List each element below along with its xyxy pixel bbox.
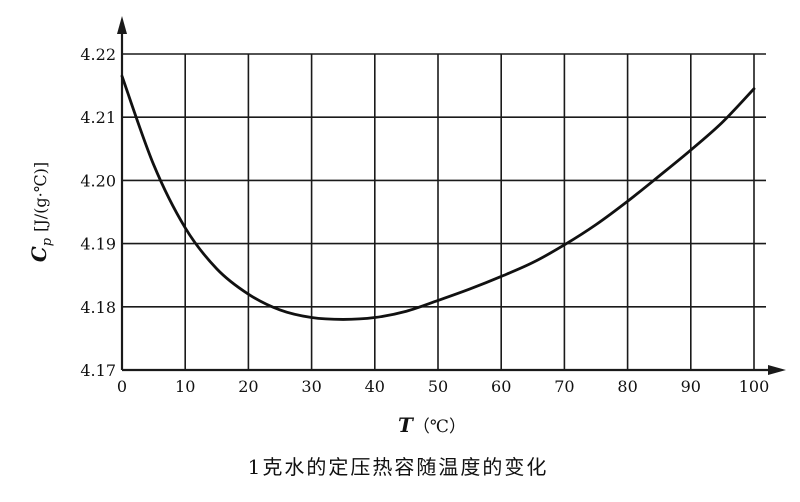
x-axis-variable: T bbox=[398, 413, 415, 437]
y-tick-label: 4.19 bbox=[80, 235, 116, 254]
x-tick-label: 20 bbox=[238, 377, 258, 396]
x-tick-label: 70 bbox=[554, 377, 574, 396]
x-tick-label: 50 bbox=[428, 377, 448, 396]
y-tick-label: 4.22 bbox=[80, 45, 116, 64]
x-axis-arrow bbox=[768, 365, 786, 375]
y-axis-label: Cp [J/(g·℃)] bbox=[27, 162, 55, 262]
grid bbox=[122, 53, 766, 370]
y-axis-arrow bbox=[117, 16, 127, 34]
x-tick-label: 90 bbox=[681, 377, 701, 396]
y-axis-unit: [J/(g·℃)] bbox=[31, 162, 50, 232]
tick-labels: 0 10 20 30 40 50 60 70 80 90 100 4.17 4.18 4.19 4.20 4.… bbox=[80, 45, 769, 396]
y-tick-label: 4.18 bbox=[80, 298, 116, 317]
x-tick-label: 100 bbox=[739, 377, 770, 396]
y-tick-label: 4.20 bbox=[80, 171, 116, 190]
x-tick-label: 40 bbox=[365, 377, 385, 396]
x-tick-label: 30 bbox=[301, 377, 321, 396]
y-axis-subscript: p bbox=[40, 237, 55, 246]
axes bbox=[117, 16, 786, 375]
specific-heat-curve bbox=[120, 74, 756, 321]
y-tick-label: 4.21 bbox=[80, 108, 116, 127]
y-tick-label: 4.17 bbox=[80, 361, 116, 380]
x-axis-label: T（℃） bbox=[398, 413, 466, 437]
x-tick-label: 0 bbox=[117, 377, 127, 396]
x-tick-label: 10 bbox=[175, 377, 195, 396]
x-tick-label: 80 bbox=[617, 377, 637, 396]
chart-title: 1克水的定压热容随温度的变化 bbox=[248, 455, 549, 479]
x-tick-label: 60 bbox=[491, 377, 511, 396]
series-group bbox=[120, 74, 756, 321]
y-axis-variable: C bbox=[27, 246, 51, 262]
x-axis-unit: （℃） bbox=[413, 417, 466, 437]
